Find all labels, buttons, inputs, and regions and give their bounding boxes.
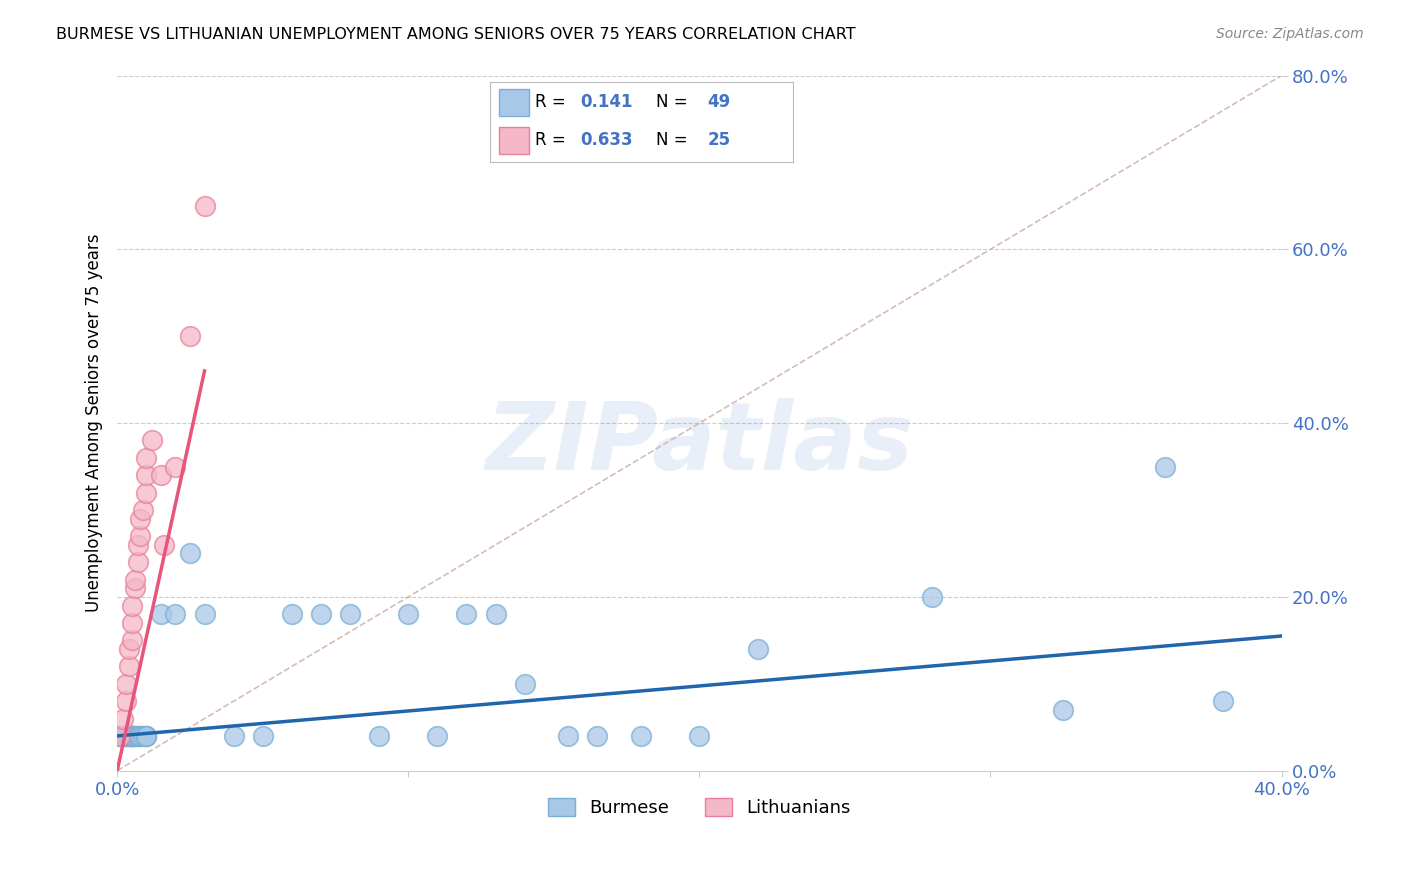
Point: [135, 485, 157, 500]
Point: [121, 729, 143, 743]
Point: [129, 529, 152, 543]
Point: [124, 729, 146, 743]
Point: [135, 729, 157, 743]
Point: [115, 694, 138, 708]
Point: [121, 729, 143, 743]
Point: [149, 607, 172, 622]
Point: [179, 329, 201, 343]
Point: [396, 607, 419, 622]
Y-axis label: Unemployment Among Seniors over 75 years: Unemployment Among Seniors over 75 years: [86, 234, 103, 612]
Point: [179, 546, 201, 560]
Text: ZIPatlas: ZIPatlas: [485, 398, 914, 490]
Point: [115, 677, 138, 691]
Point: [111, 729, 134, 743]
Text: Source: ZipAtlas.com: Source: ZipAtlas.com: [1216, 27, 1364, 41]
Point: [281, 607, 304, 622]
Point: [118, 729, 141, 743]
Point: [115, 729, 138, 743]
Text: BURMESE VS LITHUANIAN UNEMPLOYMENT AMONG SENIORS OVER 75 YEARS CORRELATION CHART: BURMESE VS LITHUANIAN UNEMPLOYMENT AMONG…: [56, 27, 856, 42]
Point: [127, 538, 149, 552]
Point: [135, 468, 157, 483]
Point: [193, 607, 215, 622]
Point: [132, 503, 155, 517]
Point: [127, 555, 149, 569]
Point: [127, 729, 149, 743]
Point: [121, 729, 143, 743]
Point: [129, 729, 152, 743]
Point: [339, 607, 361, 622]
Point: [127, 729, 149, 743]
Point: [121, 729, 143, 743]
Point: [118, 642, 141, 657]
Point: [1052, 703, 1074, 717]
Legend: Burmese, Lithuanians: Burmese, Lithuanians: [540, 790, 858, 824]
Point: [124, 573, 146, 587]
Point: [121, 599, 143, 613]
Point: [111, 712, 134, 726]
Point: [368, 729, 391, 743]
Point: [586, 729, 609, 743]
Point: [484, 607, 506, 622]
Point: [108, 729, 131, 743]
Point: [108, 729, 131, 743]
Point: [121, 615, 143, 630]
Point: [309, 607, 332, 622]
Point: [124, 729, 146, 743]
Point: [152, 538, 174, 552]
Point: [747, 642, 769, 657]
Point: [426, 729, 449, 743]
Point: [118, 659, 141, 673]
Point: [135, 729, 157, 743]
Point: [557, 729, 579, 743]
Point: [630, 729, 652, 743]
Point: [193, 199, 215, 213]
Point: [115, 729, 138, 743]
Point: [121, 729, 143, 743]
Point: [129, 729, 152, 743]
Point: [165, 459, 187, 474]
Point: [124, 581, 146, 595]
Point: [111, 729, 134, 743]
Point: [129, 511, 152, 525]
Point: [118, 729, 141, 743]
Point: [118, 729, 141, 743]
Point: [149, 468, 172, 483]
Point: [1212, 694, 1234, 708]
Point: [1154, 459, 1177, 474]
Point: [141, 434, 163, 448]
Point: [115, 729, 138, 743]
Point: [132, 729, 155, 743]
Point: [513, 677, 536, 691]
Point: [165, 607, 187, 622]
Point: [108, 729, 131, 743]
Point: [222, 729, 245, 743]
Point: [688, 729, 710, 743]
Point: [135, 450, 157, 465]
Point: [252, 729, 274, 743]
Point: [121, 633, 143, 648]
Point: [921, 590, 943, 604]
Point: [135, 729, 157, 743]
Point: [456, 607, 478, 622]
